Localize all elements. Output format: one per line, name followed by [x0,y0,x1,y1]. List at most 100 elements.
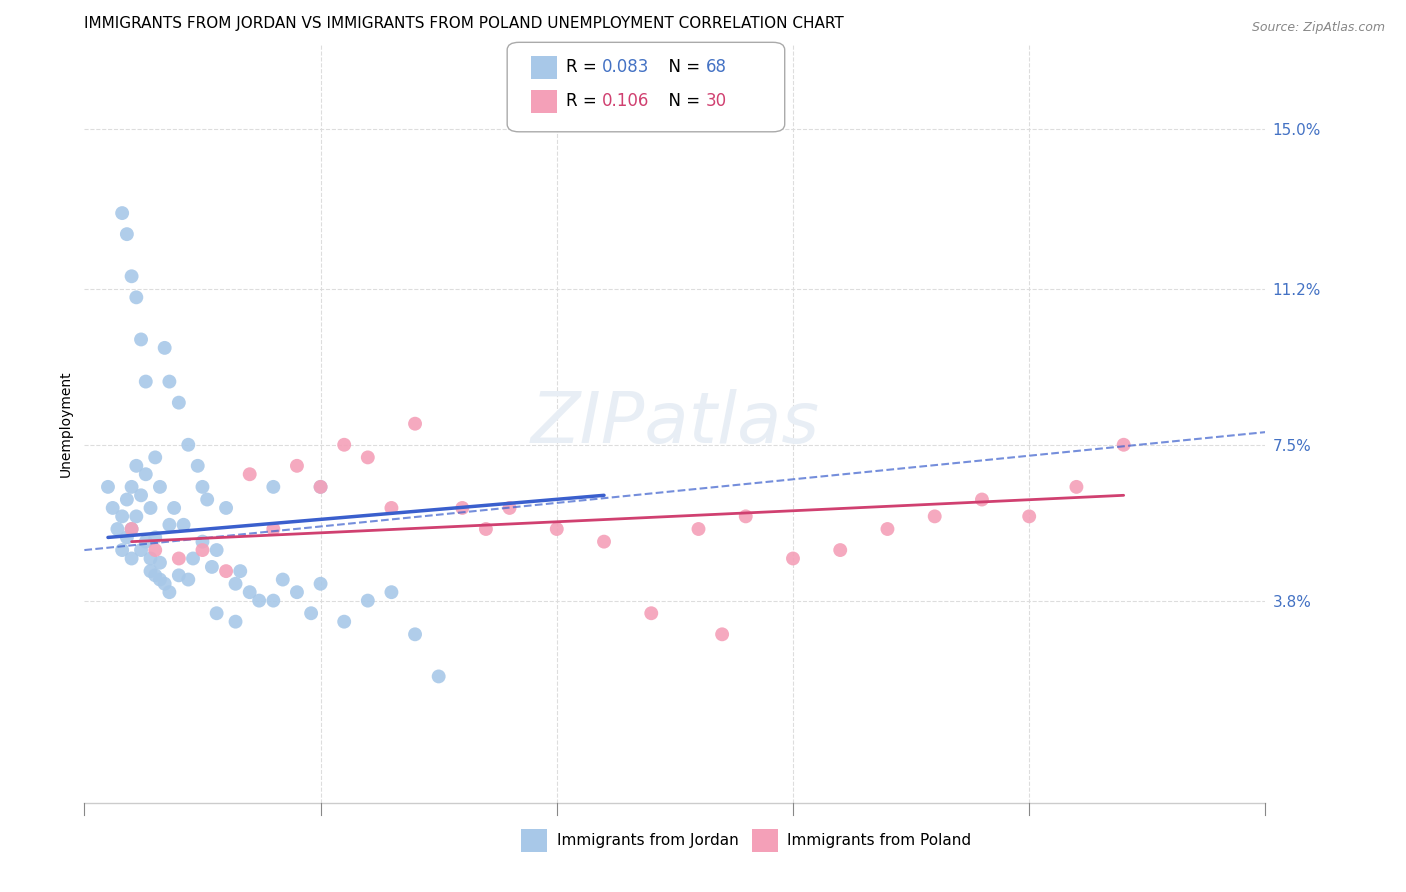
Point [135,467,157,482]
Text: R =: R = [567,93,602,111]
Point [205,607,228,621]
Point [139,500,162,515]
Point [115,492,138,507]
Point [135,375,157,389]
Text: 0.083: 0.083 [602,58,650,77]
Point [191,543,214,558]
Point [129,333,152,347]
Point [262,480,284,494]
Point [239,585,262,599]
Point [177,573,200,587]
Point [111,509,134,524]
Point [201,560,224,574]
Point [239,467,262,482]
Point [149,480,172,494]
Point [125,509,148,524]
Point [101,500,124,515]
Point [498,500,520,515]
Point [205,543,228,558]
Text: 30: 30 [706,93,727,111]
Point [121,480,143,494]
Point [924,509,946,524]
Point [135,534,157,549]
Point [121,551,143,566]
Text: 68: 68 [706,58,727,77]
Point [143,568,166,582]
Point [225,615,247,629]
Point [139,564,162,578]
Point [157,517,180,532]
Point [451,500,474,515]
Point [125,458,148,473]
Point [285,585,308,599]
Point [711,627,734,641]
Point [187,458,209,473]
Point [153,576,176,591]
Point [153,341,176,355]
Point [1018,509,1040,524]
Point [225,576,247,591]
FancyBboxPatch shape [531,90,557,112]
Point [97,480,120,494]
Point [247,593,270,607]
Point [1112,438,1135,452]
Point [215,564,238,578]
Y-axis label: Unemployment: Unemployment [59,370,73,477]
FancyBboxPatch shape [531,56,557,78]
Point [139,551,162,566]
Point [111,543,134,558]
Point [830,543,852,558]
Point [688,522,710,536]
Point [380,585,402,599]
Point [309,480,332,494]
Point [143,450,166,465]
Point [157,375,180,389]
Text: N =: N = [658,58,706,77]
Text: R =: R = [567,58,602,77]
Text: Source: ZipAtlas.com: Source: ZipAtlas.com [1251,21,1385,34]
Point [177,438,200,452]
Text: Immigrants from Jordan: Immigrants from Jordan [557,833,738,848]
Point [121,522,143,536]
Point [299,607,322,621]
Point [271,573,294,587]
Point [734,509,756,524]
Point [475,522,498,536]
Point [129,543,152,558]
Point [115,530,138,544]
Point [229,564,252,578]
Point [380,500,402,515]
Point [262,522,284,536]
Point [149,573,172,587]
Point [309,576,332,591]
Point [357,593,380,607]
Point [173,517,195,532]
Point [143,530,166,544]
Text: 0.106: 0.106 [602,93,650,111]
Point [215,500,238,515]
Point [121,269,143,284]
Point [167,568,190,582]
Point [181,551,204,566]
Point [546,522,568,536]
Point [191,534,214,549]
Point [357,450,380,465]
Point [107,522,129,536]
Point [167,395,190,409]
Point [640,607,662,621]
Point [167,551,190,566]
Point [285,458,308,473]
Text: IMMIGRANTS FROM JORDAN VS IMMIGRANTS FROM POLAND UNEMPLOYMENT CORRELATION CHART: IMMIGRANTS FROM JORDAN VS IMMIGRANTS FRO… [84,16,844,31]
Point [129,488,152,502]
Point [782,551,804,566]
Point [404,417,426,431]
Text: ZIPatlas: ZIPatlas [530,389,820,458]
Point [309,480,332,494]
Point [191,480,214,494]
FancyBboxPatch shape [752,830,778,852]
Text: N =: N = [658,93,706,111]
FancyBboxPatch shape [522,830,547,852]
Point [593,534,616,549]
Text: Immigrants from Poland: Immigrants from Poland [787,833,972,848]
Point [149,556,172,570]
